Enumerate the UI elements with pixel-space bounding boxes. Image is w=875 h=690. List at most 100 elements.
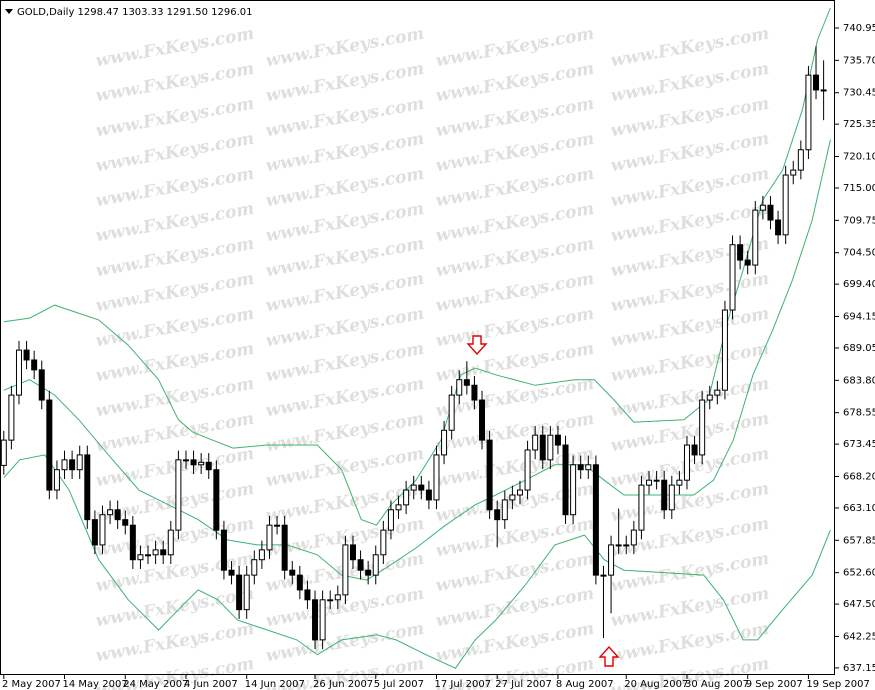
candle-body: [456, 379, 463, 396]
candle-body: [463, 379, 470, 386]
candle-body: [372, 554, 379, 576]
candle-body: [721, 309, 728, 391]
candle-body: [418, 484, 425, 491]
candle-body: [767, 204, 774, 221]
candle-body: [714, 389, 721, 396]
y-tick-label: 704.50: [843, 248, 875, 259]
candle-body: [562, 444, 569, 516]
x-tick-label: 27 Jul 2007: [495, 679, 552, 690]
y-tick-label: 663.10: [843, 503, 875, 514]
candle-body: [668, 484, 675, 511]
y-tick-label: 642.25: [843, 631, 875, 642]
candle-body: [790, 169, 797, 176]
candle-body: [319, 599, 326, 641]
y-tick-label: 657.85: [843, 535, 875, 546]
x-tick-label: 14 May 2007: [63, 679, 128, 690]
bollinger-band: [3, 454, 831, 669]
y-tick-label: 699.40: [843, 279, 875, 290]
plot-frame: [0, 0, 835, 675]
x-tick-label: 26 Jun 2007: [313, 679, 373, 690]
candle-body: [312, 599, 319, 641]
candle-body: [547, 434, 554, 461]
candle-body: [585, 464, 592, 471]
candle-body: [91, 519, 98, 546]
y-tick-label: 683.80: [843, 375, 875, 386]
candle-body: [145, 554, 152, 557]
candle-body: [46, 399, 53, 491]
candle-body: [441, 429, 448, 456]
candle-body: [729, 244, 736, 311]
y-tick-label: 720.10: [843, 152, 875, 163]
candle-body: [0, 439, 7, 466]
candle-body: [334, 594, 341, 601]
y-tick-label: 709.75: [843, 215, 875, 226]
candle-body: [752, 209, 759, 266]
candle-body: [615, 544, 622, 547]
candle-body: [706, 394, 713, 401]
candle-body: [744, 259, 751, 266]
x-tick-label: 30 Aug 2007: [685, 679, 749, 690]
candle-body: [653, 479, 660, 482]
candle-body: [433, 454, 440, 501]
candle-body: [289, 569, 296, 576]
candle-body: [137, 554, 144, 561]
y-tick-label: 689.05: [843, 343, 875, 354]
candle-body: [182, 459, 189, 462]
candle-body: [23, 349, 30, 361]
candle-body: [805, 74, 812, 151]
watermark-layer: www.FxKeys.com www.FxKeys.com www.FxKeys.c…: [94, 24, 771, 690]
candle-body: [114, 509, 121, 521]
candle-body: [167, 529, 174, 556]
candle-body: [759, 204, 766, 211]
x-tick-label: 24 May 2007: [123, 679, 188, 690]
y-tick-label: 678.55: [843, 408, 875, 419]
candle-body: [160, 549, 167, 556]
candle-body: [425, 489, 432, 501]
candle-body: [76, 454, 83, 471]
candle-body: [258, 549, 265, 561]
candle-body: [570, 464, 577, 516]
candle-body: [608, 544, 615, 576]
x-tick-label: 2 May 2007: [2, 679, 61, 690]
x-tick-label: 17 Jul 2007: [434, 679, 491, 690]
candle-body: [365, 569, 372, 576]
bollinger-band: [3, 7, 831, 526]
candle-body: [228, 569, 235, 576]
candle-body: [532, 434, 539, 451]
candle-body: [395, 504, 402, 511]
candle-body: [349, 544, 356, 561]
candle-body: [737, 244, 744, 261]
y-tick-label: 668.20: [843, 471, 875, 482]
menu-triangle: [5, 9, 13, 14]
y-tick-label: 740.95: [843, 23, 875, 34]
candle-body: [243, 574, 250, 611]
candle-body: [471, 384, 478, 401]
candle-body: [31, 359, 38, 371]
candle-body: [213, 469, 220, 531]
candle-body: [236, 574, 243, 611]
candle-body: [691, 444, 698, 456]
y-tick-label: 637.15: [843, 663, 875, 674]
candle-body: [782, 174, 789, 236]
x-tick-label: 19 Sep 2007: [806, 679, 869, 690]
y-tick-label: 647.50: [843, 599, 875, 610]
x-tick-label: 20 Aug 2007: [624, 679, 688, 690]
candle-body: [304, 589, 311, 601]
candle-body: [251, 559, 258, 576]
bollinger-band: [3, 139, 831, 581]
candle-body: [820, 89, 827, 92]
down-arrow: [466, 335, 488, 356]
candle-body: [554, 434, 561, 446]
candle-body: [577, 464, 584, 471]
x-tick-label: 5 Jul 2007: [374, 679, 424, 690]
candle-body: [630, 529, 637, 546]
y-tick-label: 735.70: [843, 55, 875, 66]
candle-body: [479, 399, 486, 441]
candle-body: [190, 459, 197, 466]
candle-body: [410, 484, 417, 491]
candle-body: [403, 489, 410, 506]
candle-body: [380, 529, 387, 556]
candle-body: [516, 489, 523, 496]
y-tick-label: 725.35: [843, 119, 875, 130]
x-tick-label: 8 Aug 2007: [556, 679, 614, 690]
